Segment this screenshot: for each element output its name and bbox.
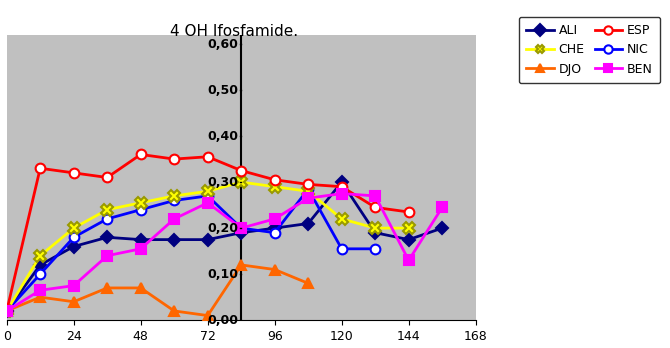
Text: 0,30: 0,30 <box>208 176 239 189</box>
Text: 0,40: 0,40 <box>208 129 239 143</box>
CHE <box>170 194 178 198</box>
CHE <box>304 189 312 193</box>
DJO <box>3 309 11 313</box>
BEN <box>271 217 279 221</box>
Text: 0,50: 0,50 <box>208 84 239 96</box>
NIC <box>36 272 44 276</box>
DJO <box>70 300 78 304</box>
BEN <box>170 217 178 221</box>
ESP <box>204 155 212 159</box>
DJO <box>170 309 178 313</box>
CHE <box>271 184 279 189</box>
NIC <box>237 226 245 230</box>
NIC <box>271 231 279 235</box>
ALI <box>204 238 212 242</box>
ALI <box>70 244 78 248</box>
Line: CHE: CHE <box>1 176 414 317</box>
CHE <box>371 226 379 230</box>
ESP <box>70 171 78 175</box>
CHE <box>338 217 346 221</box>
CHE <box>70 226 78 230</box>
ESP <box>103 175 111 180</box>
CHE <box>137 201 145 205</box>
DJO <box>103 286 111 290</box>
CHE <box>3 309 11 313</box>
NIC <box>137 208 145 212</box>
Text: 4 OH Ifosfamide.: 4 OH Ifosfamide. <box>170 24 299 39</box>
NIC <box>170 198 178 203</box>
BEN <box>3 309 11 313</box>
ALI <box>170 238 178 242</box>
BEN <box>237 226 245 230</box>
ESP <box>3 309 11 313</box>
CHE <box>237 180 245 184</box>
ALI <box>304 221 312 226</box>
ESP <box>304 182 312 187</box>
BEN <box>36 288 44 292</box>
ALI <box>438 226 446 230</box>
ESP <box>405 210 413 214</box>
ESP <box>170 157 178 161</box>
ESP <box>237 168 245 173</box>
Line: DJO: DJO <box>2 260 313 321</box>
ALI <box>237 231 245 235</box>
ALI <box>3 309 11 313</box>
ALI <box>405 238 413 242</box>
Legend: ALI, CHE, DJO, ESP, NIC, BEN: ALI, CHE, DJO, ESP, NIC, BEN <box>519 17 661 83</box>
DJO <box>204 314 212 318</box>
DJO <box>237 263 245 267</box>
ESP <box>338 184 346 189</box>
BEN <box>137 247 145 251</box>
NIC <box>304 187 312 191</box>
DJO <box>36 295 44 299</box>
NIC <box>338 247 346 251</box>
Text: 0,20: 0,20 <box>208 222 239 235</box>
CHE <box>36 254 44 258</box>
BEN <box>438 205 446 209</box>
NIC <box>204 194 212 198</box>
ALI <box>271 226 279 230</box>
BEN <box>371 194 379 198</box>
CHE <box>405 226 413 230</box>
Text: 0,10: 0,10 <box>208 268 239 280</box>
NIC <box>103 217 111 221</box>
Text: 0,60: 0,60 <box>208 38 239 50</box>
ALI <box>338 180 346 184</box>
Line: ALI: ALI <box>3 178 446 315</box>
BEN <box>70 284 78 288</box>
ESP <box>137 152 145 157</box>
Line: ESP: ESP <box>2 150 413 316</box>
Line: BEN: BEN <box>2 189 447 316</box>
NIC <box>371 247 379 251</box>
ESP <box>36 166 44 171</box>
BEN <box>204 201 212 205</box>
ALI <box>371 231 379 235</box>
Line: NIC: NIC <box>2 184 380 316</box>
NIC <box>70 235 78 239</box>
ESP <box>371 205 379 209</box>
BEN <box>304 196 312 200</box>
BEN <box>103 254 111 258</box>
ALI <box>36 263 44 267</box>
DJO <box>137 286 145 290</box>
CHE <box>103 208 111 212</box>
DJO <box>304 281 312 285</box>
ESP <box>271 178 279 182</box>
BEN <box>338 191 346 196</box>
CHE <box>204 189 212 193</box>
ALI <box>103 235 111 239</box>
NIC <box>3 309 11 313</box>
BEN <box>405 258 413 262</box>
ALI <box>137 238 145 242</box>
Text: 0,00: 0,00 <box>208 314 239 327</box>
DJO <box>271 268 279 272</box>
